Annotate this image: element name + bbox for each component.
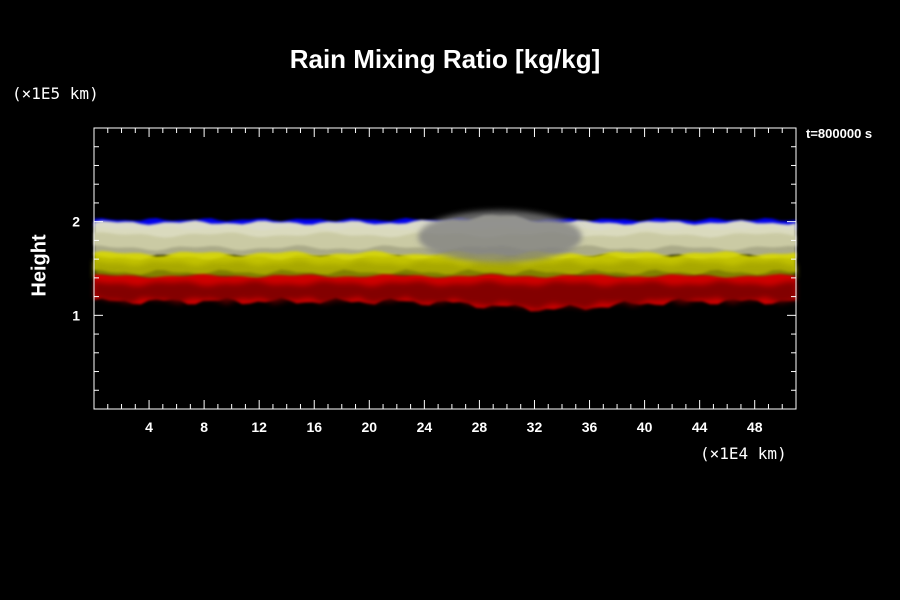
x-tick-label: 20 [362, 419, 378, 435]
plot-frame [93, 127, 797, 410]
x-tick-label: 40 [637, 419, 653, 435]
band-darkred [94, 281, 796, 310]
y-tick-label: 1 [72, 307, 80, 323]
x-tick-label: 28 [472, 419, 488, 435]
rain-mixing-ratio-field [94, 210, 796, 312]
x-tick-label: 32 [527, 419, 543, 435]
x-tick-label: 36 [582, 419, 598, 435]
x-tick-label: 12 [251, 419, 267, 435]
x-tick-label: 44 [692, 419, 708, 435]
x-axis-unit: (×1E4 km) [700, 444, 787, 463]
x-tick-label: 48 [747, 419, 763, 435]
x-tick-label: 4 [145, 419, 153, 435]
time-label: t=800000 s [806, 126, 873, 141]
x-tick-label: 24 [417, 419, 433, 435]
x-tick-label: 8 [200, 419, 208, 435]
chart-title: Rain Mixing Ratio [kg/kg] [289, 44, 601, 74]
x-tick-label: 16 [306, 419, 322, 435]
grey-cloud-dome [418, 210, 582, 263]
y-tick-label: 2 [72, 214, 80, 230]
y-axis-unit: (×1E5 km) [12, 84, 99, 103]
